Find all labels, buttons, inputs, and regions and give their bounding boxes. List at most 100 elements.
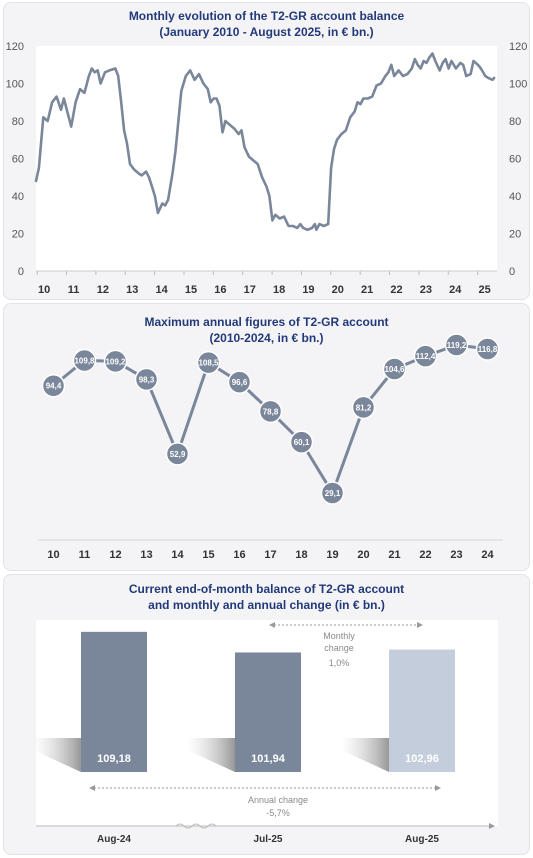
y-tick-left: 100 [6,79,24,91]
y-tick-left: 120 [6,41,24,53]
y-tick-right: 60 [509,154,521,166]
annual-x-tick-label: 17 [264,549,276,561]
annual-max-point [227,370,252,394]
x-tick-label: 13 [126,284,138,296]
annual-x-tick-label: 14 [171,549,184,561]
monthly-plot-area [36,46,497,271]
annual-max-point [475,337,500,361]
annual-max-point [41,373,66,398]
bar-category-label: Aug-24 [97,834,131,845]
y-tick-right: 40 [509,191,521,203]
bar-category-label: Aug-25 [405,834,439,845]
annual-x-tick-label: 11 [79,549,91,561]
balance-bar [389,649,455,772]
annual-max-chart-panel [3,303,530,571]
y-tick-right: 80 [509,116,521,128]
y-tick-left: 80 [12,116,24,128]
x-tick-label: 22 [390,284,402,296]
x-tick-label: 19 [302,284,314,296]
annual-chart-title-line2: (2010-2024, in € bn.) [209,331,324,345]
annual-max-point [413,344,438,368]
annual-max-point [258,399,283,424]
annual-max-point [165,442,190,466]
y-tick-right: 0 [509,266,515,278]
annual-x-tick-label: 13 [140,549,152,561]
x-tick-label: 14 [156,284,169,296]
y-tick-right: 20 [509,229,521,241]
bar-value-label: 101,94 [251,753,286,765]
y-tick-left: 60 [12,154,24,166]
annual-max-data-label: 109,2 [105,357,126,366]
annual-x-tick-label: 12 [109,549,121,561]
annual-x-tick-label: 20 [357,549,369,561]
annual-x-tick-label: 15 [202,549,214,561]
bar-shadow [33,738,81,772]
annual-max-data-label: 96,6 [232,378,248,387]
annual-max-point [134,367,159,392]
x-tick-label: 17 [244,284,256,296]
y-tick-left: 0 [18,266,24,278]
annual-x-tick-label: 24 [481,549,494,561]
annual-x-tick-label: 22 [419,549,431,561]
bar-value-label: 109,18 [97,753,131,765]
x-tick-label: 11 [68,284,80,296]
balance-bar [235,652,301,772]
annual-max-data-label: 29,1 [325,489,341,498]
monthly-chart-title-line1: Monthly evolution of the T2-GR account b… [128,9,405,23]
monthly-chart-title-line2: (January 2010 - August 2025, in € bn.) [159,25,374,39]
current-chart-title-line2: and monthly and annual change (in € bn.) [148,598,385,612]
annual-max-data-label: 98,3 [139,375,155,384]
annual-max-point [382,357,407,381]
annual-max-data-label: 108,5 [198,359,219,368]
annual-max-data-label: 52,9 [170,450,186,459]
annual-change-value: -5,7% [266,808,290,818]
annual-x-tick-label: 23 [450,549,462,561]
x-tick-label: 23 [420,284,432,296]
monthly-change-label-2: change [324,643,354,653]
axis-break-mark [175,823,217,829]
annual-max-data-label: 119,2 [447,341,467,350]
annual-max-data-label: 116,8 [478,345,498,354]
annual-max-line-chart: 94,4 109,8 109,2 98,3 52,9 108,5 96,6 78,8 60,1 2… [38,333,503,561]
x-tick-label: 12 [97,284,109,296]
annual-change-label: Annual change [248,795,308,805]
current-balance-bar-chart: 109,18 Aug-24 101,94 Jul-25 102,96 Aug-25 Mont… [33,620,498,845]
annual-max-data-label: 78,8 [263,407,279,416]
annual-max-data-label: 109,8 [74,356,95,365]
annual-max-point [320,481,345,505]
annual-max-data-label: 81,2 [356,403,372,412]
annual-x-tick-label: 21 [388,549,400,561]
x-tick-label: 25 [478,284,490,296]
current-chart-title-line1: Current end-of-month balance of T2-GR ac… [128,582,405,596]
annual-x-tick-label: 19 [326,549,338,561]
bar-shadow [187,738,235,772]
annual-max-point [289,430,314,454]
annual-max-point [103,349,128,374]
balance-series-line [34,52,496,232]
x-tick-label: 15 [185,284,197,296]
monthly-change-value: 1,0% [329,658,350,668]
monthly-change-label-1: Monthly [323,631,355,641]
x-tick-label: 10 [38,284,50,296]
annual-max-data-label: 112,4 [416,352,436,361]
annual-max-data-label: 94,4 [46,382,62,391]
y-tick-left: 40 [12,191,24,203]
y-tick-right: 120 [509,41,527,53]
bar-category-label: Jul-25 [254,834,283,845]
x-tick-label: 20 [332,284,344,296]
annual-x-tick-label: 16 [233,549,245,561]
balance-bar [81,631,147,772]
annual-max-point [444,333,469,357]
annual-max-point [196,350,221,375]
x-tick-label: 18 [273,284,285,296]
x-tick-label: 16 [214,284,226,296]
annual-x-tick-label: 18 [295,549,307,561]
x-tick-label: 24 [449,284,462,296]
monthly-line-chart: 0 0 20 20 40 40 60 60 80 80 100 100 120 120 10 11 12 13 14… [6,41,528,296]
annual-max-point [72,348,97,373]
annual-max-data-label: 104,6 [384,365,405,374]
annual-max-data-label: 60,1 [294,438,310,447]
bar-shadow [341,738,389,772]
y-tick-left: 20 [12,229,24,241]
